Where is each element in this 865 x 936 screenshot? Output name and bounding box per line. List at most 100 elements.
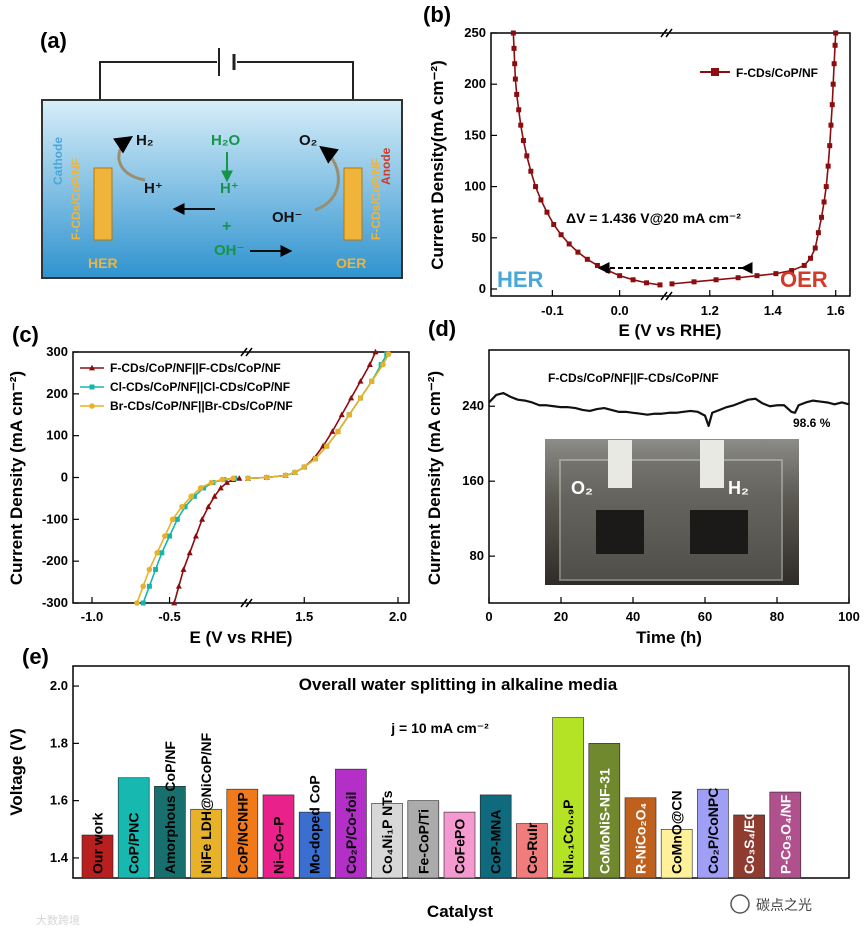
y-axis-title-e: Voltage (V) xyxy=(7,728,26,816)
x-tick-label-d: 60 xyxy=(698,609,712,624)
x-tick-label-d: 80 xyxy=(770,609,784,624)
bar xyxy=(262,794,295,879)
x-tick-label-d: 20 xyxy=(554,609,568,624)
legend-label-b: F-CDs/CoP/NF xyxy=(736,66,818,80)
stability-curve xyxy=(488,392,850,427)
h-plus-cathode-label: H⁺ xyxy=(144,180,163,197)
x-tick-label-b: 1.4 xyxy=(764,303,783,318)
data-point-c-2 xyxy=(140,583,146,590)
legend-label-c: Cl-CDs/CoP/NF||Cl-CDs/CoP/NF xyxy=(110,380,290,394)
her-reaction-arrow xyxy=(113,135,146,182)
data-point-c-2 xyxy=(134,600,140,606)
y-tick-label-b: 100 xyxy=(464,179,486,194)
anode-material-label: F-CDs/CoP/NF xyxy=(369,158,383,240)
anode-electrode xyxy=(343,167,363,241)
watermark-text-left: 大数跨境 xyxy=(36,913,80,927)
photo-electrode-holder-right xyxy=(700,440,724,488)
bar-label: Amorphous CoP/NF xyxy=(162,741,178,874)
y-axis-title-d: Current Density (mA cm⁻²) xyxy=(425,371,444,585)
data-point-c-1 xyxy=(146,583,152,589)
wechat-icon xyxy=(730,894,750,914)
cathode-electrode xyxy=(93,167,113,241)
data-point-oer xyxy=(812,245,818,251)
axis-break-c xyxy=(240,347,253,608)
electrolyzer-photo: O₂ H₂ xyxy=(545,439,799,585)
photo-electrode-holder-left xyxy=(608,440,632,488)
data-point-c-2 xyxy=(188,493,195,500)
panel-c: (c) -300 -200 -100 0 100 200 300 -1.0 -0.5 1.5 2.… xyxy=(7,322,410,647)
panel-b-letter: (b) xyxy=(423,2,451,27)
bar-label: CoP/PNC xyxy=(126,813,142,874)
data-point-her xyxy=(514,91,520,97)
series-d xyxy=(488,392,850,427)
y-tick-label-c: 300 xyxy=(46,344,68,359)
panel-a: (a) Cathode Anode F-CDs/CoP/NF F-CDs/CoP… xyxy=(40,28,403,279)
data-point-c-2 xyxy=(335,428,341,435)
y-tick-label-d: 240 xyxy=(462,398,484,413)
y-tick-label-c: -100 xyxy=(42,511,68,526)
data-point-her xyxy=(533,184,539,190)
data-point-c-2 xyxy=(301,464,308,470)
series-b xyxy=(510,30,839,288)
y-tick-label-e: 2.0 xyxy=(50,678,68,693)
cathode-material-label: F-CDs/CoP/NF xyxy=(69,158,83,240)
plot-frame-b xyxy=(490,32,851,297)
her-region-label: HER xyxy=(497,267,544,292)
data-point-her xyxy=(644,280,650,286)
plot-frame-d xyxy=(488,349,850,604)
bar xyxy=(226,788,259,879)
oer-label: OER xyxy=(336,255,366,271)
data-point-c-2 xyxy=(230,475,236,482)
y-tick-label-c: 200 xyxy=(46,386,68,401)
data-point-oer xyxy=(831,61,837,67)
data-point-oer xyxy=(827,143,833,149)
legend-c: F-CDs/CoP/NF||F-CDs/CoP/NF Cl-CDs/CoP/NF|… xyxy=(80,361,293,413)
data-point-oer xyxy=(832,42,838,48)
data-point-her xyxy=(630,277,636,283)
bar-label: Fe-CoP/Ti xyxy=(415,809,431,874)
y-tick-label-c: 0 xyxy=(61,470,68,485)
y-axis-c: -300 -200 -100 0 100 200 300 xyxy=(42,344,79,610)
bar-label: Our work xyxy=(90,812,106,874)
y-tick-label-c: -200 xyxy=(42,553,68,568)
y-tick-label-e: 1.6 xyxy=(50,793,68,808)
data-point-c-1 xyxy=(140,600,146,606)
data-point-oer xyxy=(828,122,834,128)
oh-minus-anode-label: OH⁻ xyxy=(272,209,302,226)
bar xyxy=(552,717,584,879)
retention-annotation: 98.6 % xyxy=(793,416,831,430)
o2-label: O₂ xyxy=(299,132,317,149)
watermark-bottom-right: 碳点之光 xyxy=(730,894,812,914)
data-point-oer xyxy=(815,230,821,236)
bar-label: CoMoNiS-NF-31 xyxy=(596,768,612,874)
data-point-her xyxy=(558,232,564,238)
data-point-c-0 xyxy=(171,599,178,606)
data-point-her xyxy=(512,76,518,82)
bar xyxy=(298,811,331,879)
bar-label: Co₃S₄/EC-MOF xyxy=(741,773,757,874)
data-point-c-2 xyxy=(346,411,353,418)
x-tick-label-c: 1.5 xyxy=(295,609,313,624)
bars-e: Our work CoP/PNC Amorphous CoP/NF NiFe LDH@… xyxy=(81,717,802,879)
chart-title-d: F-CDs/CoP/NF||F-CDs/CoP/NF xyxy=(548,371,719,385)
legend-marker-c xyxy=(89,384,95,390)
y-axis-b: 0 50 100 150 200 250 xyxy=(464,25,497,296)
x-tick-label-b: 1.6 xyxy=(827,303,845,318)
bar-label: Ni–Co–P xyxy=(271,816,287,874)
bar-label: NiFe LDH@NiCoP/NF xyxy=(198,732,214,874)
data-point-her xyxy=(594,262,600,268)
data-point-c-0 xyxy=(175,583,182,589)
photo-h2-label: H₂ xyxy=(728,478,749,498)
x-tick-label-b: 1.2 xyxy=(701,303,719,318)
x-tick-label-c: -0.5 xyxy=(158,609,180,624)
data-point-c-2 xyxy=(197,485,204,491)
panel-c-letter: (c) xyxy=(12,322,39,347)
x-axis-b: -0.1 0.0 1.2 1.4 1.6 xyxy=(541,290,845,318)
data-point-c-2 xyxy=(312,455,319,462)
data-point-oer xyxy=(808,255,814,261)
bar xyxy=(588,743,621,879)
axis-break-b xyxy=(660,28,673,301)
data-point-oer xyxy=(821,199,827,205)
bar xyxy=(371,803,403,879)
